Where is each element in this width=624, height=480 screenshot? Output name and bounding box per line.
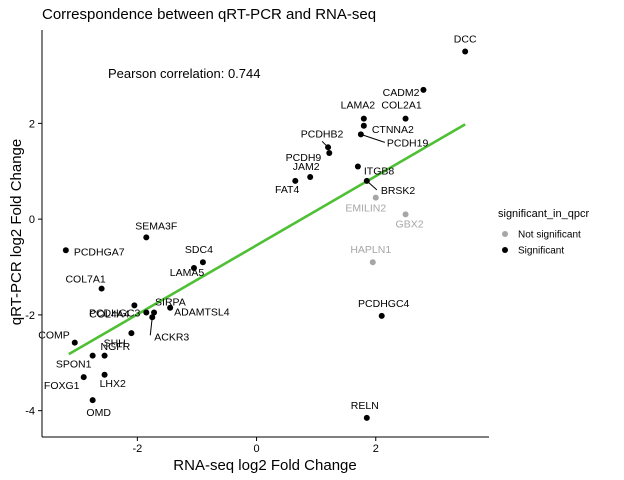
data-point: [363, 177, 370, 184]
data-point: [151, 309, 158, 316]
point-label: HAPLN1: [350, 244, 391, 256]
data-point: [378, 312, 385, 319]
data-point: [167, 304, 174, 311]
data-point: [143, 234, 150, 241]
data-point: [71, 339, 78, 346]
label-leader-line: [360, 133, 386, 143]
data-point: [307, 173, 314, 180]
point-label: COL4A4: [89, 308, 129, 320]
point-label: EMILIN2: [345, 203, 386, 215]
point-label: COL7A1: [65, 274, 105, 286]
data-point: [131, 302, 138, 309]
point-label: GBX2: [396, 218, 424, 230]
point-label: RELN: [351, 400, 379, 412]
point-label: COL2A1: [381, 100, 421, 112]
data-point: [149, 314, 156, 321]
point-label: PCDHB2: [301, 128, 344, 140]
y-axis-title: qRT-PCR log2 Fold Change: [8, 139, 25, 326]
x-tick-label: 2: [373, 443, 379, 455]
data-point: [369, 259, 376, 266]
data-point: [402, 115, 409, 122]
data-point: [101, 352, 108, 359]
point-label: OMD: [86, 407, 111, 419]
data-point: [89, 397, 96, 404]
data-point: [128, 330, 135, 337]
point-label: ADAMTSL4: [174, 307, 230, 319]
legend-key: [502, 231, 508, 237]
trend-line: [68, 123, 466, 356]
data-point: [363, 414, 370, 421]
point-label: FAT4: [275, 184, 299, 196]
point-label: ITGB8: [364, 165, 395, 177]
data-point: [80, 374, 87, 381]
data-point: [325, 144, 332, 151]
legend-label: Not significant: [518, 230, 581, 241]
x-tick-label: 0: [253, 443, 259, 455]
x-axis-title: RNA-seq log2 Fold Change: [173, 457, 356, 474]
data-point: [372, 194, 379, 201]
point-label: SPON1: [56, 359, 92, 371]
point-label: NGFR: [101, 341, 131, 353]
legend-label: Significant: [518, 246, 564, 257]
point-label: DCC: [454, 34, 477, 46]
legend: significant_in_qpcr Not significant Signi…: [498, 208, 589, 257]
data-point: [190, 264, 197, 271]
legend-key: [502, 247, 508, 253]
data-point: [292, 177, 299, 184]
point-label: JAM2: [293, 161, 320, 173]
label-leader-line: [149, 317, 153, 336]
y-tick-label: 2: [29, 118, 35, 130]
pearson-annotation: Pearson correlation: 0.744: [108, 66, 260, 81]
point-label: PCDHGA7: [74, 246, 125, 258]
point-label: SEMA3F: [135, 220, 177, 232]
data-point: [143, 309, 150, 316]
data-point: [101, 371, 108, 378]
data-point: [402, 211, 409, 218]
data-point: [360, 115, 367, 122]
point-label: BRSK2: [381, 185, 416, 197]
point-label: SHH: [104, 338, 126, 350]
data-point: [360, 122, 367, 129]
point-label: CADM2: [383, 87, 420, 99]
plot-panel: -2 0 2 -4 -2 0 2 DCC CADM2 LAMA2 COL2A1 CTNNA2PCDH1…: [25, 30, 489, 455]
y-tick-label: -2: [25, 310, 35, 322]
y-tick-label: -4: [25, 406, 35, 418]
legend-title: significant_in_qpcr: [498, 208, 589, 220]
point-label: CTNNA2: [372, 124, 414, 136]
point-label: PCDHGC3: [89, 308, 141, 320]
data-point: [62, 247, 69, 254]
point-label: LAMA5: [170, 267, 205, 279]
data-point: [420, 86, 427, 93]
point-label: PCDH19: [387, 137, 429, 149]
data-point: [89, 352, 96, 359]
point-label: COMP: [38, 330, 70, 342]
x-tick-label: -2: [132, 443, 142, 455]
chart-title: Correspondence between qRT-PCR and RNA-s…: [42, 6, 376, 23]
data-point: [199, 259, 206, 266]
point-label: LAMA2: [341, 100, 376, 112]
y-tick-label: 0: [29, 214, 35, 226]
point-label: ACKR3: [154, 331, 189, 343]
data-point: [357, 131, 364, 138]
data-point: [326, 150, 333, 157]
point-label: PCDH9: [286, 152, 322, 164]
point-label: FOXG1: [44, 380, 80, 392]
data-point: [462, 48, 469, 55]
data-point: [98, 285, 105, 292]
point-label: SDC4: [185, 244, 213, 256]
point-label: LHX2: [100, 378, 126, 390]
data-point: [354, 163, 361, 170]
point-label: SIRPA: [155, 297, 186, 309]
point-label: PCDHGC4: [358, 298, 410, 310]
